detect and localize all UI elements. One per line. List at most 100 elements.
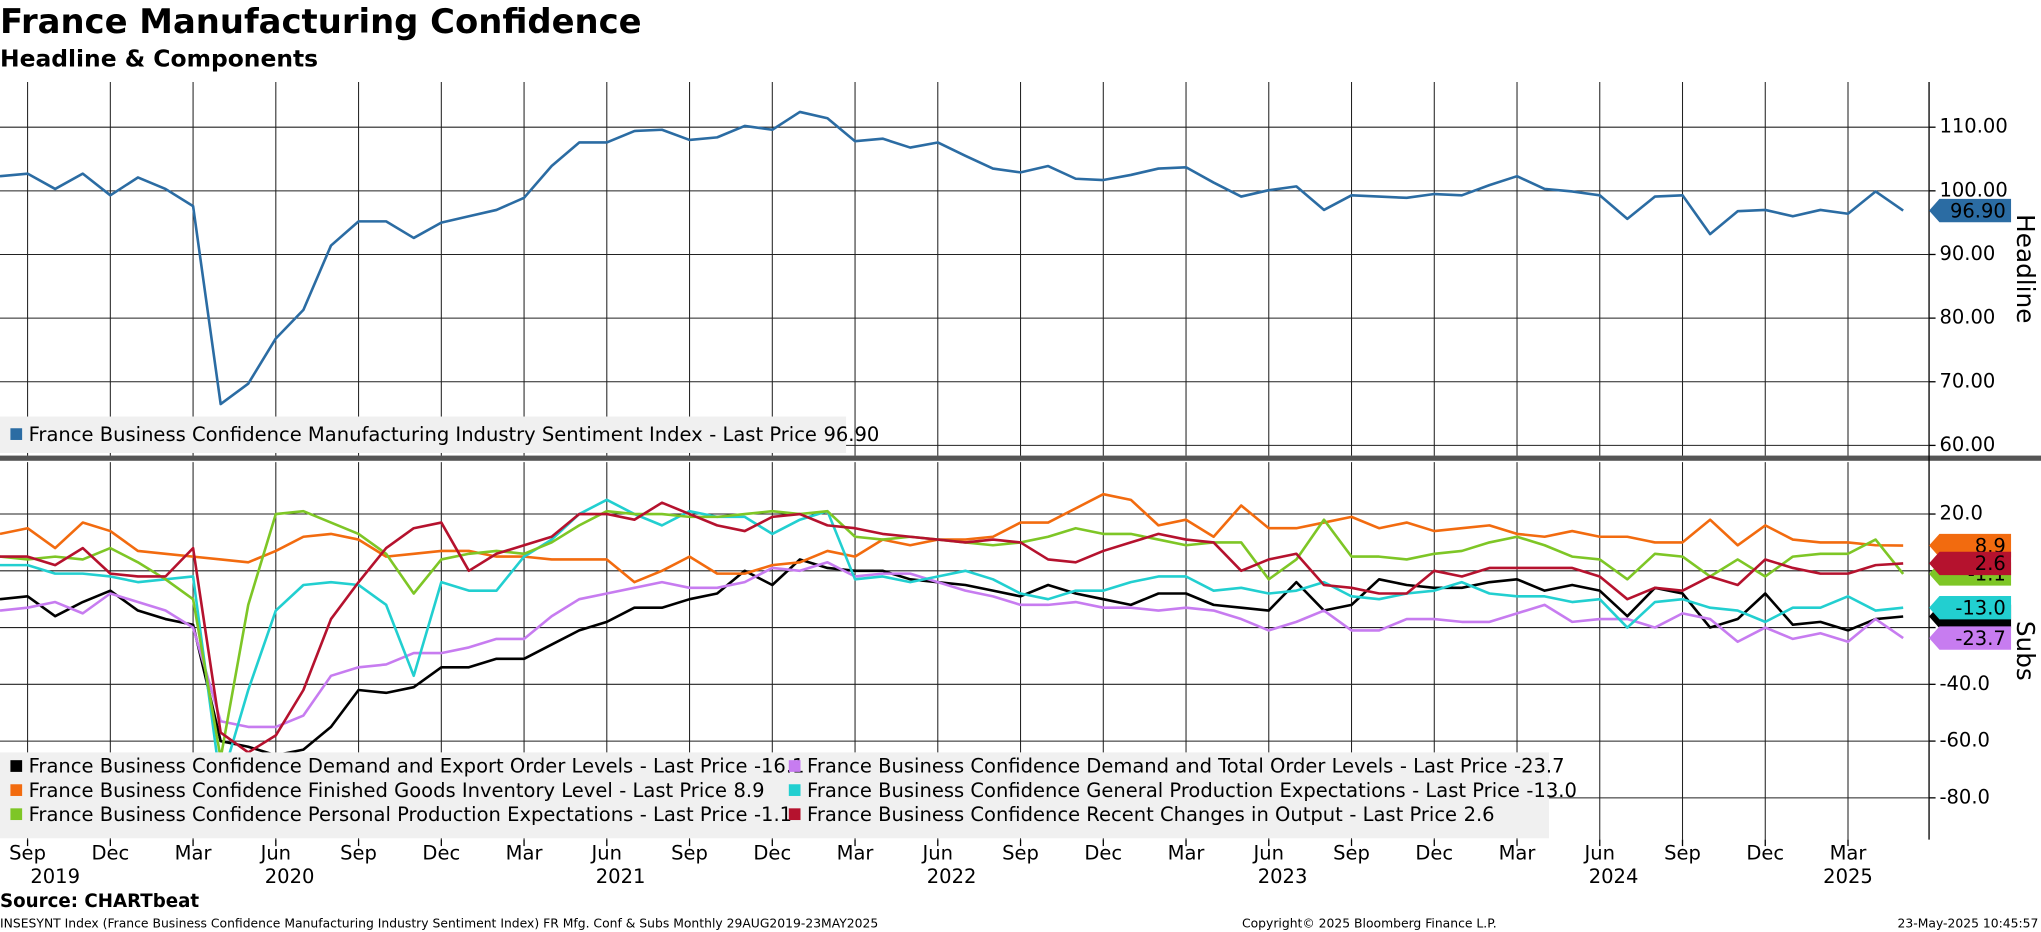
panel-separator: [0, 455, 2041, 461]
legend-suffix: - Last Price: [640, 754, 748, 777]
legend-box: [0, 416, 847, 453]
y-axis-title: Headline: [2011, 214, 2040, 323]
source: Source: CHARTbeat: [0, 891, 199, 912]
legend-swatch: [788, 808, 801, 821]
legend-name: France Business Confidence Demand and Ex…: [29, 754, 634, 777]
y-tick-label: -60.0: [1939, 729, 1990, 752]
legend-last-value: 2.6: [1464, 802, 1495, 825]
legend-entry: France Business Confidence General Produ…: [807, 778, 1577, 801]
footer-description: INSESYNT Index (France Business Confiden…: [0, 917, 878, 931]
x-year-label: 2021: [596, 865, 646, 888]
x-tick-label: Jun: [1252, 841, 1284, 864]
series-group: [0, 110, 1904, 406]
x-tick-label: Sep: [1664, 841, 1701, 864]
legend-box: [0, 752, 1549, 839]
legend-last-value: 96.90: [823, 422, 879, 445]
legend-name: France Business Confidence General Produ…: [807, 778, 1406, 801]
y-tick-label: 110.00: [1939, 115, 2007, 138]
y-tick-label: 20.0: [1939, 502, 1982, 525]
last-value-badge: [1929, 198, 2012, 223]
legend-name: France Business Confidence Recent Change…: [807, 802, 1343, 825]
legend-swatch: [10, 784, 23, 796]
legend-last-value: -1.1: [754, 802, 792, 825]
legend-entry: France Business Confidence Demand and Ex…: [29, 754, 805, 777]
y-tick-label: 60.00: [1939, 433, 1995, 456]
y-tick-label: -40.0: [1939, 672, 1990, 695]
x-tick-label: Dec: [422, 841, 460, 864]
legend-entry: France Business Confidence Demand and To…: [807, 754, 1565, 777]
legend-swatch: [10, 808, 23, 821]
last-value-label: 8.9: [1975, 534, 2006, 557]
x-tick-label: Sep: [9, 841, 46, 864]
series-group: [0, 492, 1905, 785]
x-tick-label: Sep: [671, 841, 708, 864]
legend-swatch: [10, 428, 23, 440]
legend-suffix: - Last Price: [709, 422, 817, 445]
legend-entry: France Business Confidence Finished Good…: [29, 778, 765, 801]
x-tick-label: Sep: [1002, 841, 1039, 864]
last-value-label: 96.90: [1950, 199, 2006, 222]
last-value-badge: [1929, 595, 2012, 620]
legend-suffix: - Last Price: [619, 778, 727, 801]
legend-swatch: [10, 760, 23, 772]
chart-subtitle: Headline & Components: [0, 44, 318, 72]
legend-entry: France Business Confidence Recent Change…: [807, 802, 1495, 825]
x-tick-label: Mar: [1168, 841, 1206, 864]
last-value-label: -13.0: [1955, 596, 2006, 619]
legend-name: France Business Confidence Demand and To…: [807, 754, 1393, 777]
x-tick-label: Sep: [1333, 841, 1370, 864]
x-tick-label: Mar: [837, 841, 875, 864]
footer-timestamp: 23-May-2025 10:45:57: [1898, 917, 2039, 931]
x-tick-label: Dec: [1746, 841, 1784, 864]
last-value-badge: [1929, 626, 2012, 650]
legend-name: France Business Confidence Manufacturing…: [29, 422, 703, 445]
last-value-badge: [1929, 551, 2012, 576]
series-line: [0, 492, 1904, 584]
legend-name: France Business Confidence Personal Prod…: [29, 802, 634, 825]
y-tick-label: 90.00: [1939, 242, 1995, 265]
x-tick-label: Mar: [506, 841, 544, 864]
legend-swatch: [788, 784, 801, 796]
x-tick-label: Jun: [590, 841, 622, 864]
legend-suffix: - Last Price: [640, 802, 748, 825]
footer-copyright: Copyright© 2025 Bloomberg Finance L.P.: [1242, 917, 1497, 931]
x-tick-label: Dec: [91, 841, 129, 864]
legend-entry: France Business Confidence Manufacturing…: [29, 422, 880, 445]
series-line: [0, 558, 1904, 757]
legend-suffix: - Last Price: [1400, 754, 1508, 777]
x-year-label: 2020: [265, 865, 315, 888]
legend-swatch: [788, 760, 801, 772]
last-value-label: -23.7: [1955, 627, 2006, 650]
series-line: [0, 498, 1904, 785]
x-tick-label: Jun: [1583, 841, 1616, 864]
x-tick-label: Jun: [259, 841, 292, 864]
x-tick-label: Jun: [921, 841, 954, 864]
x-year-label: 2025: [1823, 865, 1873, 888]
x-year-label: 2023: [1258, 865, 1308, 888]
series-line: [0, 110, 1904, 406]
x-tick-label: Dec: [1084, 841, 1122, 864]
legend-entry: France Business Confidence Personal Prod…: [29, 802, 792, 825]
legend-suffix: - Last Price: [1349, 802, 1457, 825]
legend-last-value: -13.0: [1526, 778, 1577, 801]
x-tick-label: Sep: [340, 841, 377, 864]
series-line: [0, 501, 1904, 754]
chart-title: France Manufacturing Confidence: [0, 2, 642, 41]
last-value-badge: [1929, 533, 2012, 558]
y-tick-label: 70.00: [1939, 369, 1995, 392]
last-value-label: 2.6: [1975, 552, 2006, 575]
y-tick-label: 80.00: [1939, 306, 1995, 329]
legend-suffix: - Last Price: [1412, 778, 1520, 801]
y-tick-label: -80.0: [1939, 785, 1990, 808]
legend-last-value: -23.7: [1514, 754, 1565, 777]
series-line: [0, 560, 1904, 729]
y-tick-label: 100.00: [1939, 178, 2007, 201]
y-axis-title: Subs: [2011, 621, 2040, 681]
x-tick-label: Dec: [1415, 841, 1453, 864]
x-year-label: 2022: [927, 865, 977, 888]
x-tick-label: Mar: [1499, 841, 1537, 864]
x-tick-label: Mar: [1830, 841, 1868, 864]
legend-last-value: 8.9: [734, 778, 765, 801]
